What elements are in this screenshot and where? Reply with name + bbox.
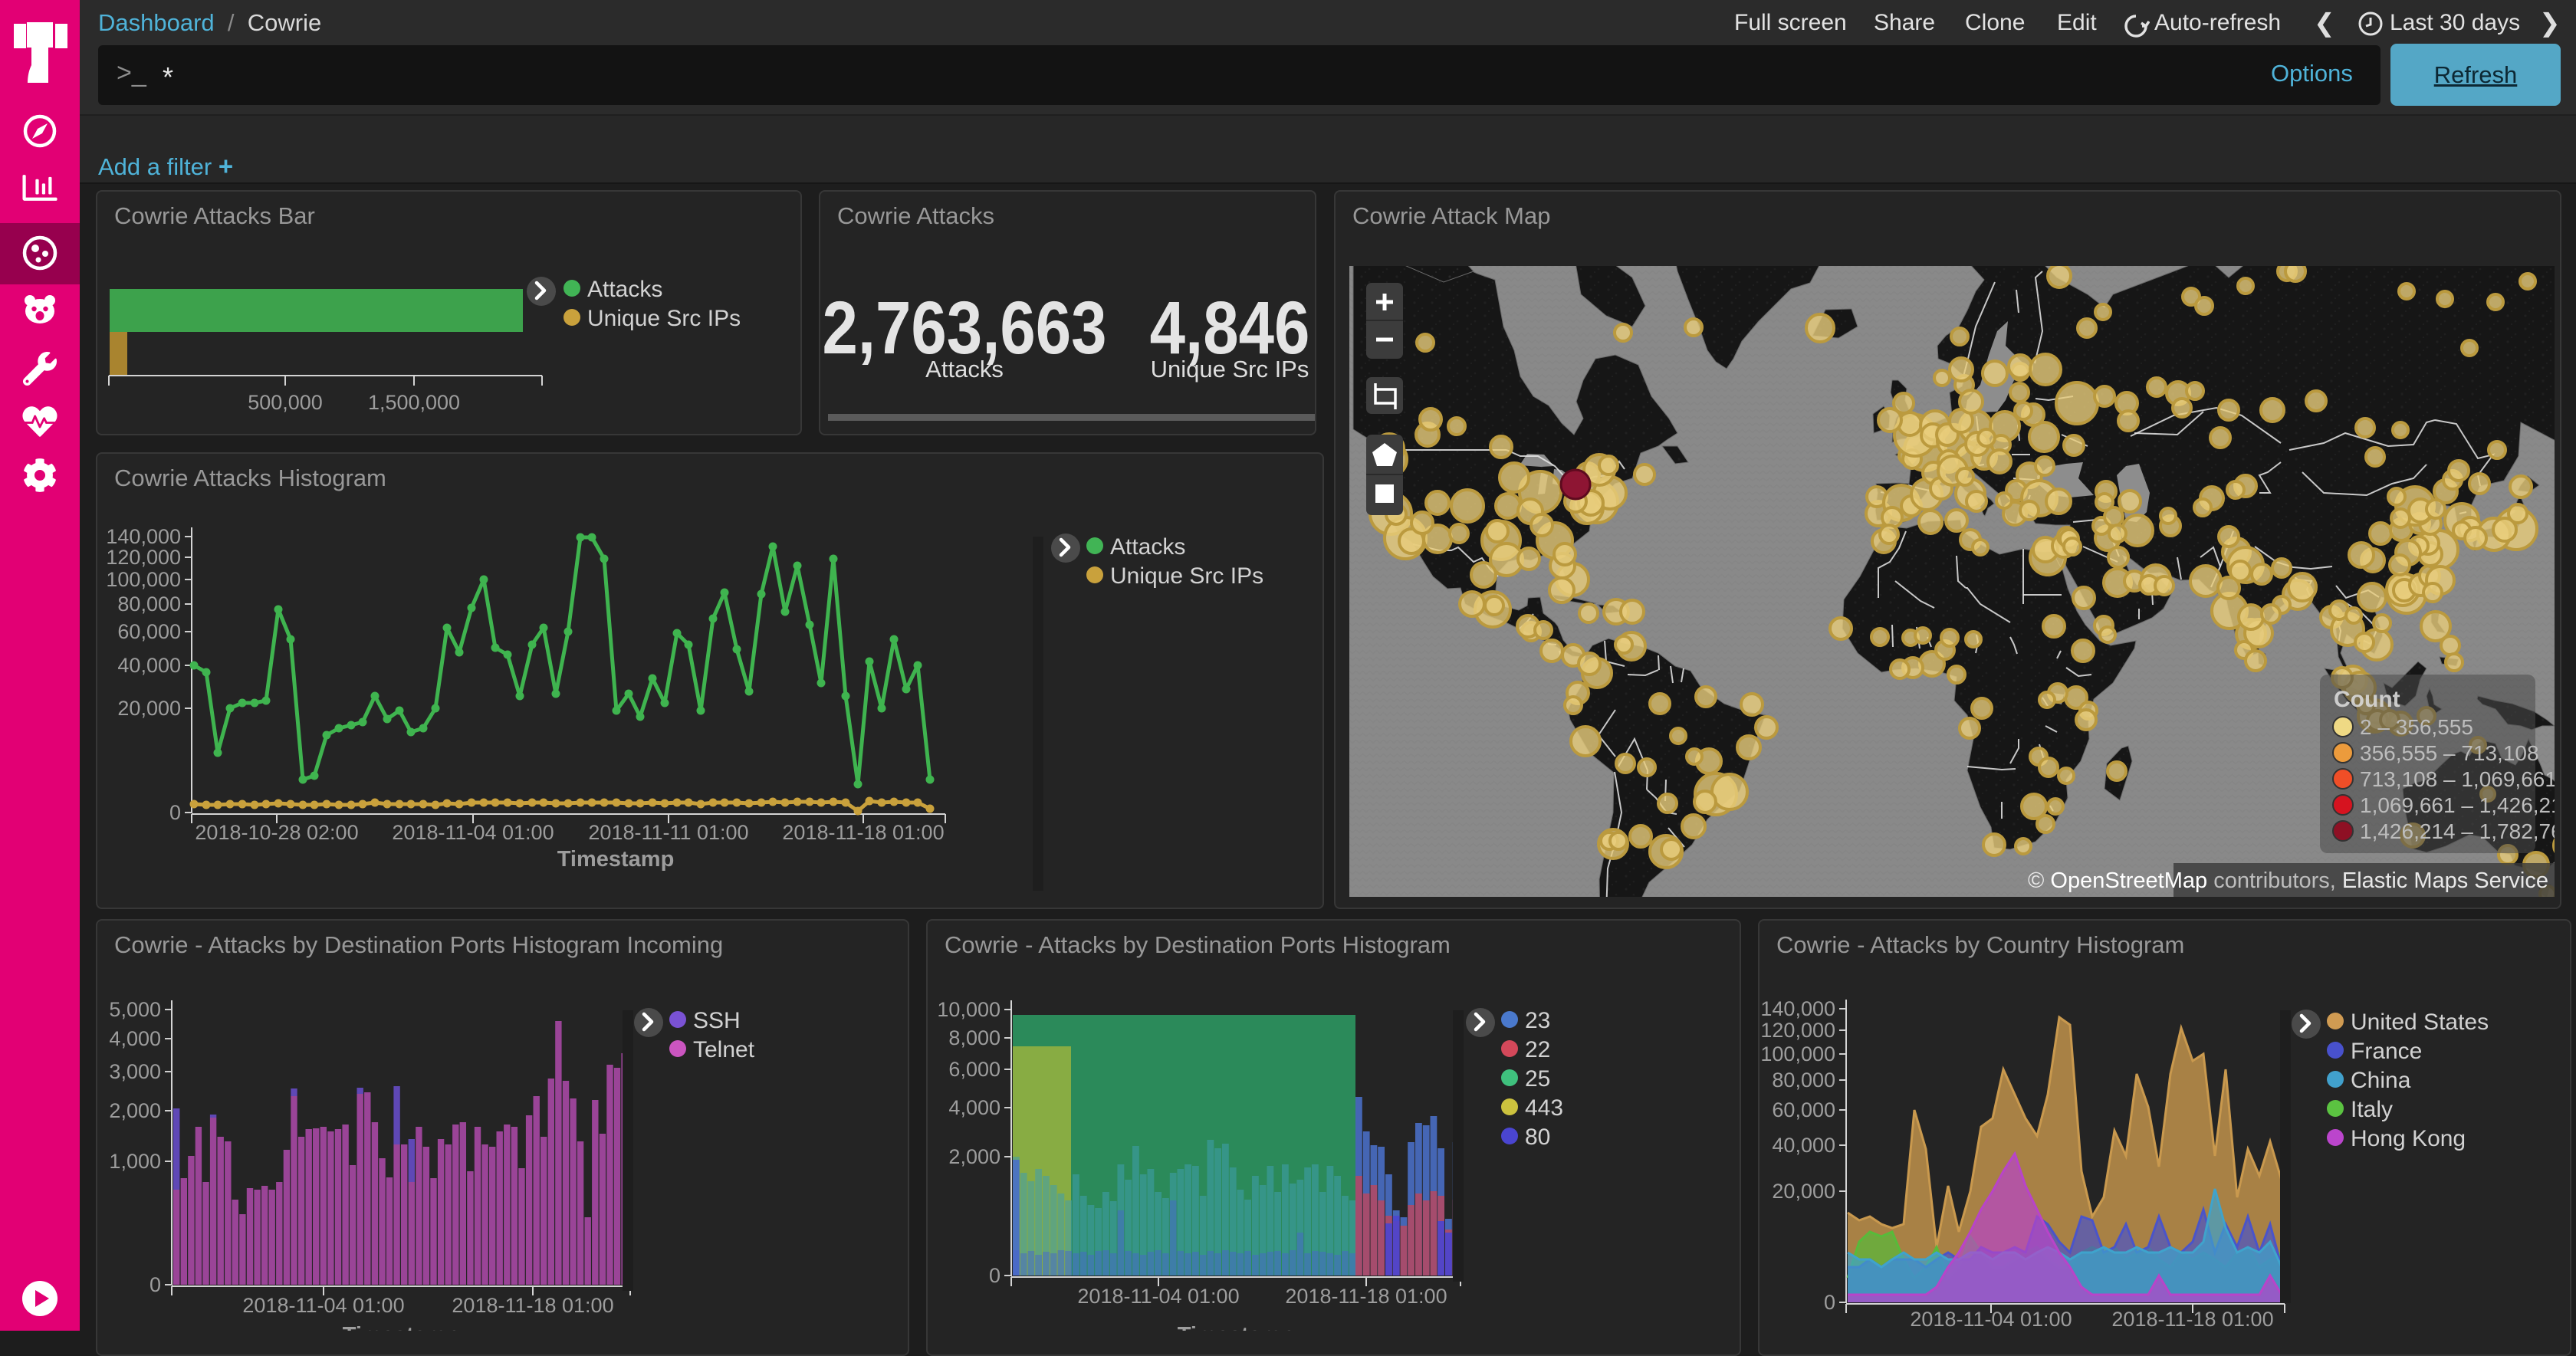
svg-text:1,426,214 – 1,782,767: 1,426,214 – 1,782,767 <box>2360 819 2555 843</box>
svg-text:100,000: 100,000 <box>106 568 181 591</box>
svg-text:2018-11-04 01:00: 2018-11-04 01:00 <box>392 821 554 844</box>
svg-text:60,000: 60,000 <box>1772 1098 1835 1121</box>
svg-text:0: 0 <box>169 801 181 824</box>
svg-text:2018-11-18 01:00: 2018-11-18 01:00 <box>452 1294 613 1317</box>
svg-text:23: 23 <box>1525 1008 1550 1033</box>
svg-text:5,000: 5,000 <box>109 998 161 1021</box>
svg-text:United States: United States <box>2351 1010 2489 1035</box>
svg-text:40,000: 40,000 <box>117 654 181 677</box>
svg-text:80,000: 80,000 <box>1772 1069 1835 1092</box>
svg-text:140,000: 140,000 <box>1760 997 1835 1020</box>
svg-text:2018-11-04 01:00: 2018-11-04 01:00 <box>242 1294 404 1317</box>
svg-text:6,000: 6,000 <box>948 1058 1001 1081</box>
svg-text:Count: Count <box>2334 687 2400 712</box>
svg-text:2018-10-28 02:00: 2018-10-28 02:00 <box>195 821 358 844</box>
svg-text:Unique Src IPs: Unique Src IPs <box>587 306 741 331</box>
svg-text:25: 25 <box>1525 1066 1550 1092</box>
svg-text:2018-11-18 01:00: 2018-11-18 01:00 <box>1285 1285 1447 1308</box>
svg-text:Attacks: Attacks <box>587 277 662 302</box>
svg-text:China: China <box>2351 1068 2411 1093</box>
svg-text:Unique Src IPs: Unique Src IPs <box>1110 563 1263 589</box>
svg-text:0: 0 <box>1824 1291 1835 1314</box>
svg-text:3,000: 3,000 <box>109 1060 161 1083</box>
svg-text:© OpenStreetMap contributors,: © OpenStreetMap contributors, Elastic Ma… <box>2028 868 2548 893</box>
svg-text:Hong Kong: Hong Kong <box>2351 1126 2466 1151</box>
svg-text:2018-11-18 01:00: 2018-11-18 01:00 <box>2111 1308 2273 1331</box>
svg-text:80,000: 80,000 <box>117 593 181 616</box>
svg-text:140,000: 140,000 <box>106 525 181 548</box>
svg-text:80: 80 <box>1525 1125 1550 1150</box>
svg-text:40,000: 40,000 <box>1772 1134 1835 1157</box>
svg-text:Timestamp: Timestamp <box>343 1323 460 1331</box>
svg-text:22: 22 <box>1525 1037 1550 1062</box>
svg-text:4,000: 4,000 <box>948 1096 1001 1119</box>
svg-text:2,000: 2,000 <box>109 1099 161 1122</box>
svg-text:0: 0 <box>150 1273 161 1296</box>
svg-text:713,108 – 1,069,661: 713,108 – 1,069,661 <box>2360 767 2555 791</box>
svg-text:8,000: 8,000 <box>948 1026 1001 1049</box>
svg-text:Attacks: Attacks <box>1110 534 1185 560</box>
svg-text:2,000: 2,000 <box>948 1145 1001 1168</box>
svg-text:Timestamp: Timestamp <box>1178 1323 1295 1331</box>
svg-text:2018-11-04 01:00: 2018-11-04 01:00 <box>1077 1285 1239 1308</box>
svg-text:1,000: 1,000 <box>109 1150 161 1173</box>
svg-text:120,000: 120,000 <box>106 546 181 569</box>
svg-text:1,500,000: 1,500,000 <box>368 391 460 414</box>
svg-text:Italy: Italy <box>2351 1097 2393 1122</box>
svg-text:2018-11-04 01:00: 2018-11-04 01:00 <box>1910 1308 2072 1331</box>
svg-text:10,000: 10,000 <box>937 998 1001 1021</box>
svg-text:4,000: 4,000 <box>109 1027 161 1050</box>
svg-text:20,000: 20,000 <box>1772 1180 1835 1203</box>
svg-text:100,000: 100,000 <box>1760 1042 1835 1065</box>
svg-text:2 – 356,555: 2 – 356,555 <box>2360 715 2473 739</box>
svg-text:0: 0 <box>989 1264 1001 1287</box>
svg-text:120,000: 120,000 <box>1760 1019 1835 1042</box>
svg-text:356,555 – 713,108: 356,555 – 713,108 <box>2360 741 2539 765</box>
svg-text:60,000: 60,000 <box>117 620 181 643</box>
svg-text:France: France <box>2351 1039 2422 1064</box>
svg-text:500,000: 500,000 <box>248 391 323 414</box>
svg-text:443: 443 <box>1525 1095 1563 1121</box>
svg-text:Telnet: Telnet <box>693 1037 755 1062</box>
svg-text:2018-11-11 01:00: 2018-11-11 01:00 <box>588 821 748 844</box>
svg-text:20,000: 20,000 <box>117 697 181 720</box>
svg-text:1,069,661 – 1,426,214: 1,069,661 – 1,426,214 <box>2360 793 2555 817</box>
svg-text:SSH: SSH <box>693 1008 741 1033</box>
svg-text:Timestamp: Timestamp <box>557 847 675 872</box>
svg-text:2018-11-18 01:00: 2018-11-18 01:00 <box>782 821 944 844</box>
